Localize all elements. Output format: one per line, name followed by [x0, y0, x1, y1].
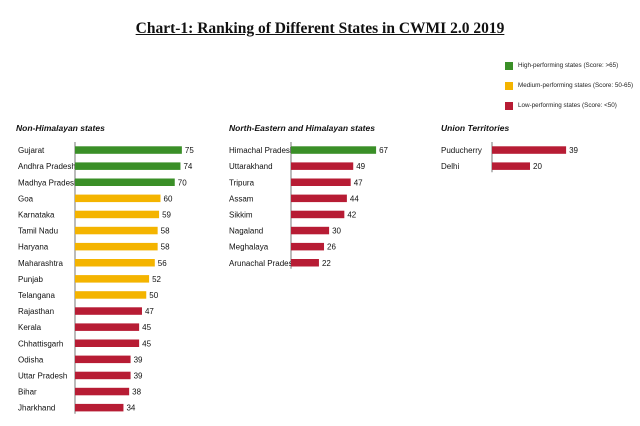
bar	[75, 259, 155, 267]
bar	[291, 210, 345, 219]
value-label: 75	[185, 146, 194, 155]
category-label: Gujarat	[18, 146, 45, 155]
value-label: 22	[322, 259, 331, 268]
bar	[75, 210, 160, 219]
bar	[291, 194, 347, 203]
bar	[75, 323, 140, 331]
bar	[75, 403, 124, 412]
value-label: 49	[356, 162, 365, 171]
bar	[492, 146, 567, 154]
category-label: Tripura	[229, 178, 255, 187]
bar	[75, 194, 161, 203]
category-label: Haryana	[18, 243, 49, 252]
category-label: Jharkhand	[18, 404, 55, 413]
value-label: 39	[569, 146, 578, 155]
bar	[75, 275, 150, 283]
panel-title-union-territories: Union Territories	[441, 123, 509, 133]
category-label: Uttarakhand	[229, 162, 273, 171]
category-label: Bihar	[18, 388, 37, 397]
bar	[291, 226, 330, 235]
value-label: 30	[332, 227, 341, 236]
category-label: Delhi	[441, 162, 459, 171]
value-label: 26	[327, 243, 336, 252]
category-label: Odisha	[18, 355, 44, 364]
value-label: 42	[347, 210, 356, 219]
category-label: Uttar Pradesh	[18, 371, 67, 380]
category-label: Assam	[229, 194, 254, 203]
category-label: Sikkim	[229, 210, 253, 219]
category-label: Madhya Pradesh	[18, 178, 78, 187]
value-label: 67	[379, 146, 388, 155]
bar	[291, 162, 354, 170]
bar	[75, 307, 142, 315]
value-label: 56	[158, 259, 167, 268]
category-label: Kerala	[18, 323, 42, 332]
bar	[291, 259, 319, 267]
category-label: Telangana	[18, 291, 55, 300]
value-label: 50	[149, 291, 158, 300]
category-label: Andhra Pradesh	[18, 162, 76, 171]
value-label: 52	[152, 275, 161, 284]
legend-swatch-medium	[505, 82, 513, 90]
bar	[291, 178, 351, 186]
category-label: Nagaland	[229, 227, 263, 236]
category-label: Arunachal Pradesh	[229, 259, 297, 268]
bar	[75, 242, 158, 251]
category-label: Rajasthan	[18, 307, 54, 316]
value-label: 58	[161, 227, 170, 236]
value-label: 39	[134, 355, 143, 364]
bar	[75, 226, 158, 235]
bar	[75, 178, 175, 186]
panel-title-non-himalayan: Non-Himalayan states	[16, 123, 105, 133]
category-label: Karnataka	[18, 210, 55, 219]
category-label: Himachal Pradesh	[229, 146, 294, 155]
value-label: 59	[162, 210, 171, 219]
category-label: Goa	[18, 194, 34, 203]
bar	[75, 371, 131, 380]
bar	[291, 242, 325, 251]
value-label: 58	[161, 243, 170, 252]
value-label: 20	[533, 162, 542, 171]
bar	[492, 162, 530, 170]
bar	[291, 146, 377, 154]
panel-title-himalayan: North-Eastern and Himalayan states	[229, 123, 375, 133]
bar	[75, 162, 181, 170]
category-label: Puducherry	[441, 146, 482, 155]
value-label: 70	[178, 178, 187, 187]
category-label: Maharashtra	[18, 259, 63, 268]
bar	[75, 387, 130, 396]
value-label: 39	[134, 371, 143, 380]
legend-label-high: High-performing states (Score: >65)	[518, 62, 619, 69]
value-label: 74	[183, 162, 192, 171]
value-label: 34	[126, 404, 135, 413]
bar	[75, 355, 131, 364]
value-label: 60	[164, 194, 173, 203]
value-label: 47	[354, 178, 363, 187]
legend-swatch-low	[505, 102, 513, 110]
category-label: Tamil Nadu	[18, 227, 58, 236]
category-label: Meghalaya	[229, 243, 269, 252]
value-label: 38	[132, 388, 141, 397]
legend-label-low: Low-performing states (Score: <50)	[518, 102, 617, 109]
value-label: 47	[145, 307, 154, 316]
bar	[75, 291, 147, 299]
bar	[75, 339, 140, 347]
category-label: Punjab	[18, 275, 43, 284]
value-label: 44	[350, 194, 359, 203]
value-label: 45	[142, 323, 151, 332]
chart-title: Chart-1: Ranking of Different States in …	[135, 20, 505, 37]
legend-label-medium: Medium-performing states (Score: 50-65)	[518, 82, 634, 89]
category-label: Chhattisgarh	[18, 339, 63, 348]
legend-swatch-high	[505, 62, 513, 70]
value-label: 45	[142, 339, 151, 348]
bar	[75, 146, 182, 154]
